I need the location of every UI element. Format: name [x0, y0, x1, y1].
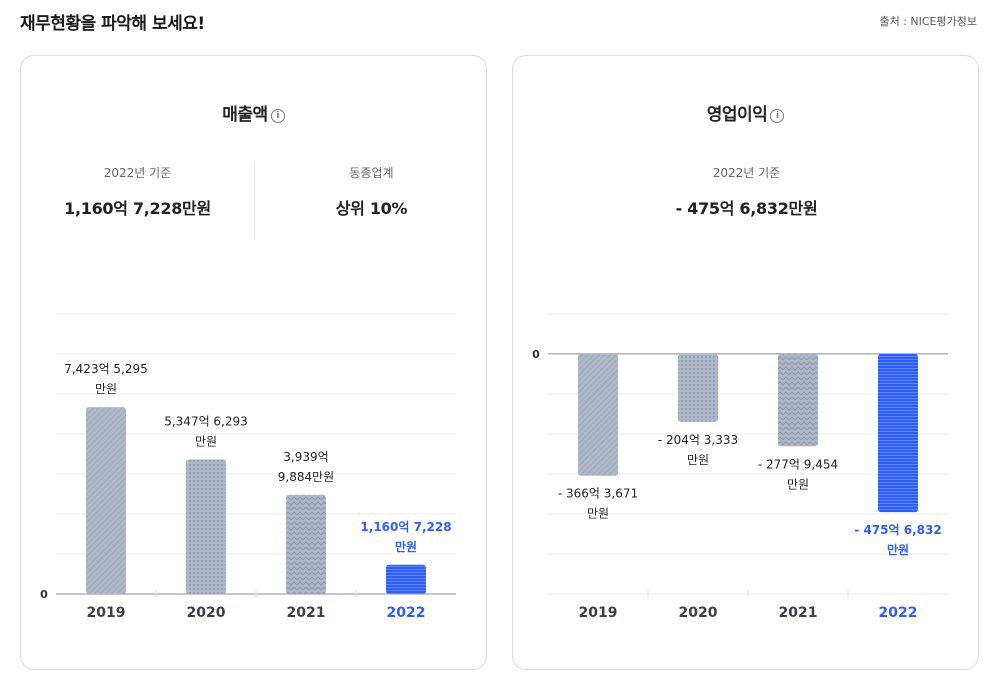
data-label: 9,884만원	[278, 470, 334, 484]
data-label: 만원	[95, 382, 117, 396]
data-label: 만원	[587, 507, 609, 521]
data-label: 1,160억 7,228	[360, 520, 451, 534]
x-tick-label: 2019	[87, 605, 126, 621]
bar-2022[interactable]	[386, 564, 426, 594]
revenue-card: 매출액 i 2022년 기준 1,160억 7,228만원 동종업계 상위 10%…	[20, 55, 487, 670]
x-tick-label: 2022	[879, 605, 918, 621]
data-label: - 475억 6,832	[854, 523, 941, 537]
revenue-basis-label: 2022년 기준	[103, 166, 172, 180]
data-source: 출처 : NICE평가정보	[879, 15, 977, 28]
peer-label: 동종업계	[349, 166, 394, 180]
revenue-basis-value: 1,160억 7,228만원	[64, 199, 211, 218]
data-label: - 277억 9,454	[758, 457, 838, 471]
profit-basis: 2022년 기준 - 475억 6,832만원	[513, 164, 980, 219]
data-label: - 366억 3,671	[558, 487, 638, 501]
profit-basis-value: - 475억 6,832만원	[675, 199, 818, 218]
x-tick-label: 2021	[287, 605, 326, 621]
data-label: 만원	[787, 477, 809, 491]
data-label: 만원	[887, 542, 909, 557]
data-label: 만원	[395, 539, 417, 554]
revenue-title: 매출액 i	[21, 100, 486, 125]
bar-2020[interactable]	[678, 353, 718, 422]
x-tick-label: 2020	[679, 605, 718, 621]
info-icon[interactable]: i	[770, 109, 785, 123]
peer-value: 상위 10%	[335, 199, 408, 218]
operating-profit-chart: 0 - 366억 3,671 만원 2019 - 204억 3,333 만원 2020 - 2…	[532, 313, 948, 621]
zero-tick-label: 0	[40, 588, 48, 601]
revenue-chart: 0 7,423억 5,295 만원 2019 5,347억 6,293 만원 2020 3,9…	[40, 313, 456, 621]
x-tick-label: 2021	[779, 605, 818, 621]
profit-title-text: 영업이익	[706, 105, 768, 125]
data-label: 만원	[195, 434, 217, 448]
bar-2022[interactable]	[878, 353, 918, 513]
revenue-peer: 동종업계 상위 10%	[255, 164, 488, 219]
bar-2019[interactable]	[86, 407, 126, 594]
revenue-basis: 2022년 기준 1,160억 7,228만원	[21, 164, 254, 219]
data-label: 7,423억 5,295	[64, 362, 148, 376]
data-label: 5,347억 6,293	[164, 414, 248, 428]
x-tick-label: 2022	[387, 605, 426, 621]
data-label: 3,939억	[283, 450, 328, 464]
profit-basis-label: 2022년 기준	[712, 166, 781, 180]
bar-2020[interactable]	[186, 459, 226, 594]
section-title: 재무현황을 파악해 보세요!	[20, 14, 205, 34]
info-icon[interactable]: i	[270, 109, 285, 123]
x-tick-label: 2019	[579, 605, 618, 621]
bar-2021[interactable]	[286, 494, 326, 594]
data-label: 만원	[687, 453, 709, 467]
bar-2019[interactable]	[578, 353, 618, 476]
data-label: - 204억 3,333	[658, 433, 738, 447]
profit-title: 영업이익 i	[513, 100, 978, 125]
divider	[254, 164, 255, 240]
zero-tick-label: 0	[532, 348, 540, 361]
x-tick-label: 2020	[187, 605, 226, 621]
bar-2021[interactable]	[778, 353, 818, 447]
operating-profit-card: 영업이익 i 2022년 기준 - 475억 6,832만원 0- 366억 3,…	[512, 55, 979, 670]
revenue-title-text: 매출액	[222, 105, 268, 125]
